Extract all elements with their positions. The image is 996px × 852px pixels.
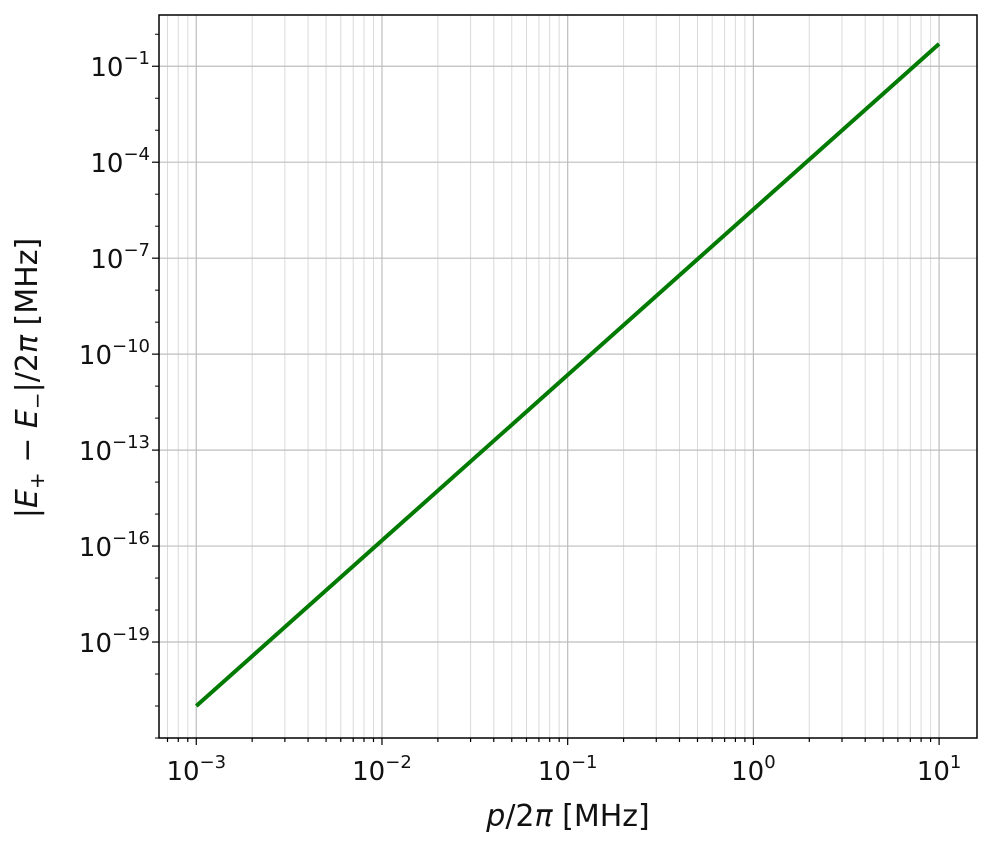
y-label-pi: π	[10, 334, 45, 353]
x-tick-label: 10−2	[352, 752, 412, 787]
y-label-e1: E	[10, 489, 45, 508]
y-tick-label: 10−13	[79, 432, 150, 467]
x-label-rest: /2	[505, 799, 534, 834]
x-axis-label: p/2π [MHz]	[485, 799, 649, 834]
y-label-open: |	[10, 508, 45, 518]
series-layer	[194, 42, 941, 708]
x-label-pi: π	[535, 799, 554, 834]
x-tick-label: 101	[917, 752, 962, 787]
y-tick-label: 10−16	[79, 528, 150, 563]
x-tick-label: 10−3	[166, 752, 226, 787]
y-tick-label: 10−4	[90, 144, 150, 179]
y-tick-label: 10−10	[79, 336, 150, 371]
x-tick-labels: 10−3 10−2 10−1 100 101	[166, 752, 961, 787]
y-label-sub2: −	[25, 392, 49, 409]
y-tick-labels: 10−1 10−4 10−7 10−10 10−13 10−16 10−19	[79, 48, 150, 659]
series-line	[194, 42, 941, 708]
y-tick-label: 10−19	[79, 624, 150, 659]
y-label-close: |/2	[10, 353, 45, 392]
x-tick-label: 10−1	[538, 752, 598, 787]
x-tick-label: 100	[731, 752, 776, 787]
y-tick-label: 10−7	[90, 240, 150, 275]
x-label-unit: [MHz]	[553, 799, 650, 834]
x-label-italic: p	[485, 799, 505, 834]
y-axis-label: |E+ − E−|/2π [MHz]	[10, 238, 49, 518]
y-label-unit: [MHz]	[10, 238, 45, 335]
y-label-sub1: +	[25, 472, 49, 489]
y-label-minus: −	[10, 428, 45, 472]
y-label-e2: E	[10, 409, 45, 428]
grid-lines	[159, 15, 977, 738]
plot-frame	[158, 14, 978, 739]
y-tick-label: 10−1	[90, 48, 150, 83]
